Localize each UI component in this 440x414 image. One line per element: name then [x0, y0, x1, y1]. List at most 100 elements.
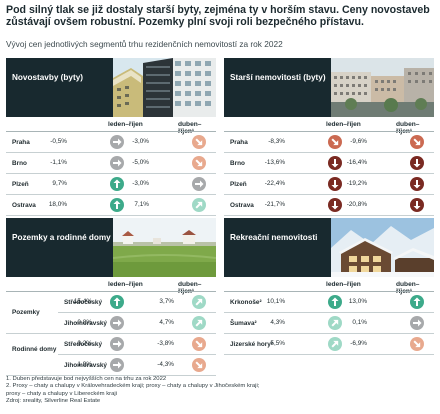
- value-apr-oct: -9,6%: [350, 138, 367, 145]
- up-strong-arrow-icon: [410, 295, 424, 309]
- row-label: Praha: [12, 139, 30, 146]
- value-jan-oct: 4,3%: [270, 319, 285, 326]
- group-label: Rodinné domy: [12, 346, 57, 353]
- row-label: Jizerské hory²: [230, 341, 273, 348]
- row-label: Jihomoravský: [64, 362, 107, 369]
- column-headers: leden–říjen duben–říjen¹: [224, 117, 434, 135]
- row-label: Ostrava: [230, 202, 254, 209]
- value-jan-oct: -1,1%: [50, 159, 67, 166]
- land-photo: [113, 218, 216, 277]
- row-label: Středočeský: [64, 341, 103, 348]
- up-strong-arrow-icon: [110, 198, 124, 212]
- row-divider: [58, 354, 216, 355]
- down-strong-arrow-icon: [328, 198, 342, 212]
- column-header-jan-oct: leden–říjen: [326, 121, 361, 128]
- table-row: Jihomoravský -0,8% 4,7%: [6, 313, 216, 334]
- down-strong-arrow-icon: [410, 177, 424, 191]
- column-header-jan-oct: leden–říjen: [108, 281, 143, 288]
- row-group: Pozemky Středočeský 15,4% 3,7% Jihomoravský -…: [6, 292, 216, 334]
- neutral-right-arrow-icon: [192, 177, 206, 191]
- column-header-jan-oct: leden–říjen: [326, 281, 361, 288]
- table-rekreacni: Krkonoše² 10,1% 13,0% Šumava² 4,3% 0,1% Jizers…: [224, 291, 434, 355]
- value-apr-oct: -20,8%: [346, 201, 367, 208]
- table-pozemky: Pozemky Středočeský 15,4% 3,7% Jihomoravský -…: [6, 291, 216, 376]
- neutral-right-arrow-icon: [110, 337, 124, 351]
- panel-title: Novostavby (byty): [12, 73, 83, 82]
- value-jan-oct: 15,4%: [73, 298, 92, 305]
- down-strong-arrow-icon: [328, 177, 342, 191]
- row-label: Šumava²: [230, 320, 257, 327]
- footnote-2: 2. Proxy – chaty a chalupy v Královehrad…: [6, 383, 260, 390]
- column-header-jan-oct: leden–říjen: [108, 121, 143, 128]
- value-jan-oct: -0,5%: [50, 138, 67, 145]
- neutral-right-arrow-icon: [110, 135, 124, 149]
- down-strong-arrow-icon: [410, 156, 424, 170]
- value-apr-oct: 4,7%: [159, 319, 174, 326]
- row-label: Plzeň: [230, 181, 247, 188]
- neutral-right-arrow-icon: [110, 156, 124, 170]
- subtitle: Vývoj cen jednotlivých segmentů trhu rez…: [6, 39, 283, 49]
- old-buildings-photo: [331, 58, 434, 117]
- value-apr-oct: -19,2%: [346, 180, 367, 187]
- row-label: Brno: [230, 160, 245, 167]
- up-strong-arrow-icon: [328, 295, 342, 309]
- value-apr-oct: -16,4%: [346, 159, 367, 166]
- table-row: Středočeský 15,4% 3,7%: [6, 292, 216, 313]
- footnotes: 1. Duben představuje bod nejvyšších cen …: [6, 376, 436, 405]
- table-row: Jizerské hory² 5,5% -6,9%: [224, 334, 434, 355]
- value-apr-oct: 7,1%: [134, 201, 149, 208]
- up-strong-arrow-icon: [110, 177, 124, 191]
- down-mid-arrow-icon: [410, 135, 424, 149]
- table-row: Ostrava 18,0% 7,1%: [6, 195, 216, 216]
- panel-header: Rekreační nemovitosti: [224, 218, 434, 277]
- value-apr-oct: 0,1%: [352, 319, 367, 326]
- headline: Pod silný tlak se již dostaly starší byt…: [6, 4, 430, 29]
- down-light-arrow-icon: [192, 135, 206, 149]
- value-jan-oct: -22,4%: [264, 180, 285, 187]
- value-apr-oct: -4,3%: [157, 361, 174, 368]
- down-strong-arrow-icon: [410, 198, 424, 212]
- table-starsi: Praha -8,3% -9,6% Brno -13,6% -16,4% Plzeň -22,…: [224, 131, 434, 216]
- value-jan-oct: -0,8%: [75, 319, 92, 326]
- value-jan-oct: -8,3%: [268, 138, 285, 145]
- panel-title: Pozemky a rodinné domy: [12, 233, 111, 242]
- down-mid-arrow-icon: [328, 135, 342, 149]
- table-row: Plzeň -22,4% -19,2%: [224, 174, 434, 195]
- row-label: Jihomoravský: [64, 320, 107, 327]
- row-label: Krkonoše²: [230, 299, 262, 306]
- footnote-1: 1. Duben představuje bod nejvyšších cen …: [6, 376, 167, 382]
- up-light-arrow-icon: [192, 198, 206, 212]
- panel-rekreacni: Rekreační nemovitosti leden–říjen duben–…: [224, 218, 434, 355]
- table-row: Středočeský 0,2% -3,8%: [6, 334, 216, 355]
- row-label: Brno: [12, 160, 27, 167]
- row-label: Praha: [230, 139, 248, 146]
- down-light-arrow-icon: [410, 337, 424, 351]
- new-buildings-photo: [113, 58, 216, 117]
- panel-pozemky: Pozemky a rodinné domy leden–říjen duben…: [6, 218, 216, 376]
- table-row: Praha -8,3% -9,6%: [224, 132, 434, 153]
- row-label: Plzeň: [12, 181, 29, 188]
- neutral-right-arrow-icon: [110, 316, 124, 330]
- value-jan-oct: 1,9%: [77, 361, 92, 368]
- value-apr-oct: -5,0%: [132, 159, 149, 166]
- column-headers: leden–říjen duben–říjen¹: [6, 117, 216, 135]
- value-jan-oct: 9,7%: [52, 180, 67, 187]
- panel-novostavby: Novostavby (byty) leden–říjen duben–říje…: [6, 58, 216, 216]
- neutral-right-arrow-icon: [410, 316, 424, 330]
- value-apr-oct: -3,8%: [157, 340, 174, 347]
- row-label: Ostrava: [12, 202, 36, 209]
- table-row: Šumava² 4,3% 0,1%: [224, 313, 434, 334]
- up-light-arrow-icon: [328, 316, 342, 330]
- value-jan-oct: -13,6%: [264, 159, 285, 166]
- value-apr-oct: -3,0%: [132, 138, 149, 145]
- down-light-arrow-icon: [192, 358, 206, 372]
- table-row: Praha -0,5% -3,0%: [6, 132, 216, 153]
- table-novostavby: Praha -0,5% -3,0% Brno -1,1% -5,0% Plzeň 9,7% -3…: [6, 131, 216, 216]
- table-row: Jihomoravský 1,9% -4,3%: [6, 355, 216, 376]
- row-divider: [6, 375, 216, 376]
- value-jan-oct: 0,2%: [77, 340, 92, 347]
- table-row: Brno -13,6% -16,4%: [224, 153, 434, 174]
- table-row: Krkonoše² 10,1% 13,0%: [224, 292, 434, 313]
- value-jan-oct: 5,5%: [270, 340, 285, 347]
- source-note: Zdroj: sreality, Silverline Real Estate: [6, 397, 101, 404]
